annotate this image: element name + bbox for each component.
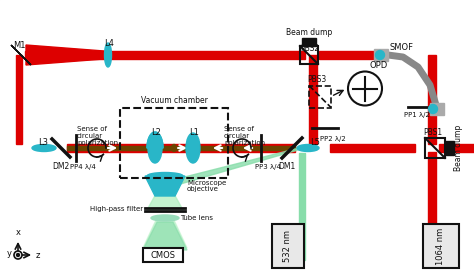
Text: OPD: OPD xyxy=(370,61,388,70)
Text: CMOS: CMOS xyxy=(151,251,175,259)
Text: z: z xyxy=(36,251,40,259)
Text: Vacuum chamber: Vacuum chamber xyxy=(141,96,208,105)
Text: PBS3: PBS3 xyxy=(307,76,326,85)
Circle shape xyxy=(14,251,22,259)
Polygon shape xyxy=(147,132,163,148)
Circle shape xyxy=(17,254,19,256)
Polygon shape xyxy=(143,222,187,250)
Ellipse shape xyxy=(104,43,111,67)
Ellipse shape xyxy=(148,133,162,163)
Bar xyxy=(143,248,183,262)
Text: Beam dump: Beam dump xyxy=(454,125,463,171)
Text: PP2 λ/2: PP2 λ/2 xyxy=(320,136,346,142)
Text: PP3 λ/4: PP3 λ/4 xyxy=(255,164,281,170)
Text: Tube lens: Tube lens xyxy=(180,215,213,221)
Ellipse shape xyxy=(375,51,384,60)
Bar xyxy=(272,224,304,268)
Bar xyxy=(67,144,295,152)
Bar xyxy=(309,55,317,144)
Bar xyxy=(425,138,445,158)
Text: PBS2: PBS2 xyxy=(300,44,319,53)
Polygon shape xyxy=(147,132,163,148)
Bar xyxy=(330,144,415,152)
Ellipse shape xyxy=(147,172,183,180)
Ellipse shape xyxy=(186,133,200,163)
Text: Sense of
circular
polarization: Sense of circular polarization xyxy=(77,126,118,146)
Ellipse shape xyxy=(428,104,438,113)
Text: 1064 nm: 1064 nm xyxy=(437,227,446,265)
Text: Microscope
objective: Microscope objective xyxy=(187,180,226,193)
Bar xyxy=(428,152,436,262)
Circle shape xyxy=(353,76,377,100)
Circle shape xyxy=(348,72,382,106)
Bar xyxy=(309,85,331,107)
Text: Beam dump: Beam dump xyxy=(286,28,332,37)
Bar xyxy=(428,55,436,144)
Ellipse shape xyxy=(151,215,179,221)
Text: y: y xyxy=(7,249,12,258)
Text: SMOF: SMOF xyxy=(390,43,414,52)
Ellipse shape xyxy=(172,144,176,152)
Text: Sense of
circular
polarization: Sense of circular polarization xyxy=(224,126,265,146)
Text: L3: L3 xyxy=(38,138,48,147)
Text: 532 nm: 532 nm xyxy=(283,230,292,262)
Text: DM2: DM2 xyxy=(52,162,69,171)
Bar xyxy=(25,51,305,59)
Text: L2: L2 xyxy=(151,128,161,137)
Polygon shape xyxy=(147,192,183,210)
Ellipse shape xyxy=(32,144,56,152)
Bar xyxy=(423,224,459,268)
Text: L5: L5 xyxy=(310,138,320,147)
Text: L4: L4 xyxy=(104,39,114,48)
Text: High-pass filter: High-pass filter xyxy=(90,206,143,212)
Polygon shape xyxy=(26,45,104,65)
Text: x: x xyxy=(16,228,20,237)
Bar xyxy=(67,146,295,150)
Bar xyxy=(300,46,318,64)
Bar xyxy=(430,103,444,115)
Bar xyxy=(302,38,316,46)
Text: PP4 λ/4: PP4 λ/4 xyxy=(70,164,96,170)
Text: PP1 λ/2: PP1 λ/2 xyxy=(404,113,430,119)
Bar xyxy=(319,51,378,59)
Text: PBS1: PBS1 xyxy=(423,128,442,137)
Bar xyxy=(374,49,388,61)
Polygon shape xyxy=(145,176,185,196)
Text: M1: M1 xyxy=(13,41,26,50)
Bar xyxy=(120,108,228,178)
Polygon shape xyxy=(143,218,187,248)
Text: L1: L1 xyxy=(189,128,199,137)
Polygon shape xyxy=(153,148,305,185)
Polygon shape xyxy=(11,45,31,65)
Bar xyxy=(445,141,454,155)
Text: DM1: DM1 xyxy=(278,162,295,171)
Bar xyxy=(439,144,474,152)
Bar xyxy=(299,153,305,260)
Bar xyxy=(16,55,22,144)
Ellipse shape xyxy=(297,144,319,152)
